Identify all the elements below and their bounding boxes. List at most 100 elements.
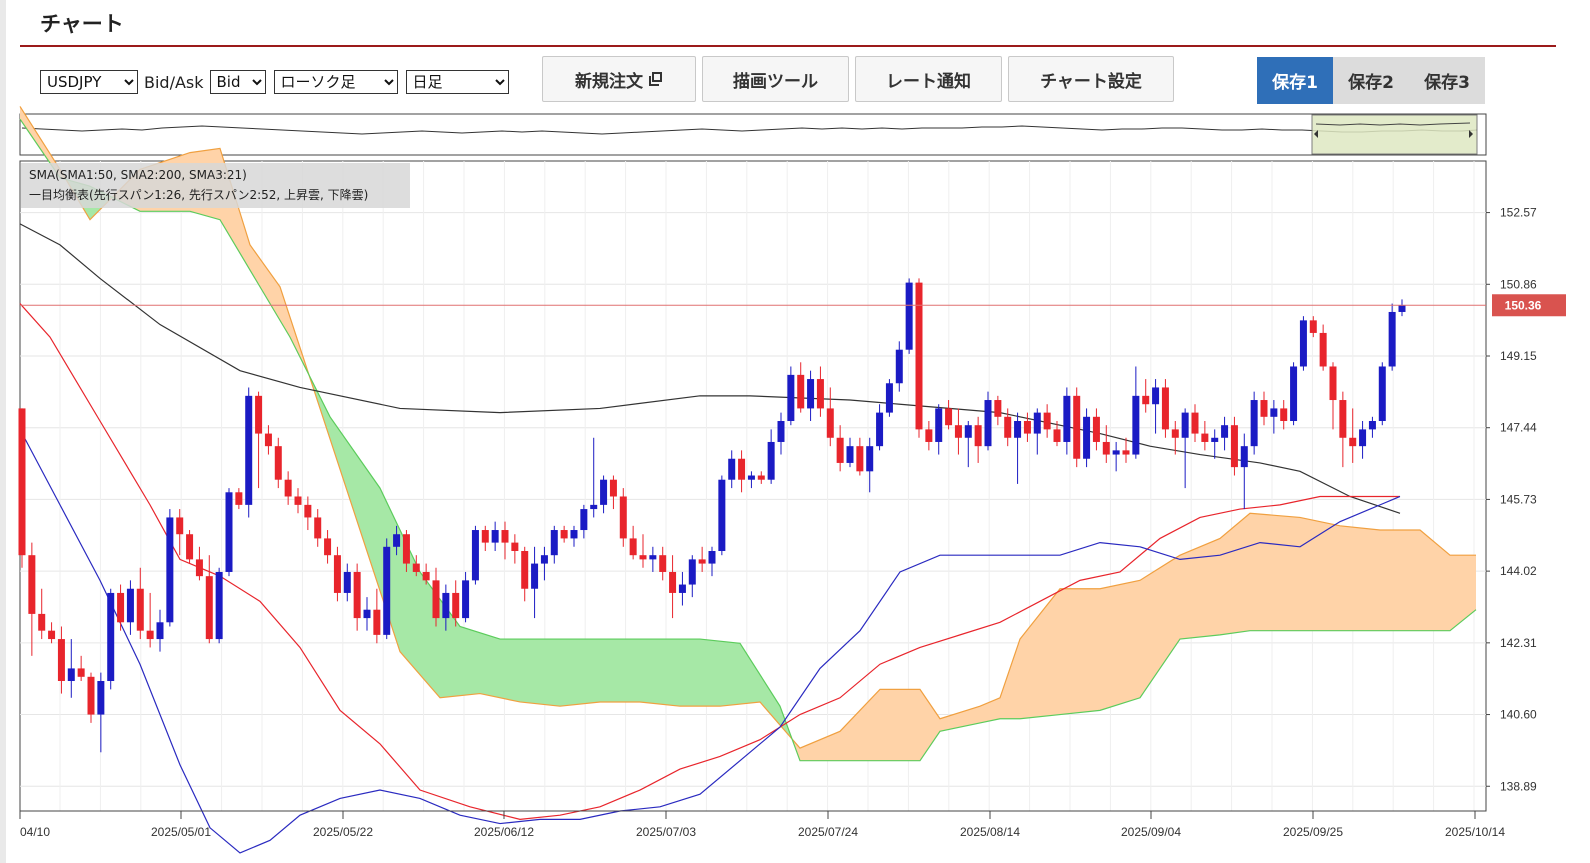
- cloud-segment: [1408, 530, 1410, 631]
- cloud-segment: [1012, 656, 1014, 719]
- cloud-segment: [242, 219, 244, 260]
- save-tab-label: 保存1: [1272, 73, 1318, 93]
- save-tab-1[interactable]: 保存1: [1257, 57, 1333, 104]
- cloud-segment: [1156, 569, 1158, 675]
- cloud-segment: [1468, 555, 1470, 617]
- save-tab-2[interactable]: 保存2: [1333, 57, 1409, 104]
- save-tab-label: 保存2: [1348, 73, 1394, 93]
- cloud-segment: [1452, 555, 1454, 630]
- candle-body: [28, 555, 36, 614]
- cloud-segment: [1286, 516, 1288, 631]
- cloud-segment: [582, 639, 584, 704]
- cloud-segment: [948, 715, 950, 730]
- cloud-segment: [236, 199, 238, 250]
- cloud-segment: [928, 701, 930, 749]
- cloud-segment: [692, 639, 694, 707]
- cloud-segment: [872, 695, 874, 761]
- cloud-segment: [26, 115, 28, 131]
- candle-body: [994, 400, 1002, 417]
- cloud-segment: [732, 642, 734, 705]
- cloud-segment: [660, 639, 662, 705]
- cloud-segment: [256, 253, 258, 284]
- cloud-segment: [954, 713, 956, 729]
- cloud-segment: [1304, 518, 1306, 631]
- cloud-segment: [1004, 680, 1006, 719]
- cloud-segment: [718, 640, 720, 707]
- candle-body: [471, 530, 479, 581]
- cloud-segment: [740, 643, 742, 705]
- cloud-segment: [568, 639, 570, 706]
- cloud-segment: [1400, 530, 1402, 631]
- cloud-segment: [1122, 583, 1124, 704]
- cloud-segment: [1124, 583, 1126, 703]
- cloud-segment: [968, 709, 970, 726]
- candle-body: [728, 458, 736, 480]
- chart-type-select[interactable]: ローソク足: [273, 70, 398, 94]
- cloud-segment: [540, 639, 542, 705]
- cloud-segment: [1288, 516, 1290, 631]
- cloud-segment: [636, 639, 638, 702]
- save-tab-3[interactable]: 保存3: [1409, 57, 1485, 104]
- new-order-button[interactable]: 新規注文: [542, 56, 696, 102]
- cloud-segment: [770, 690, 772, 716]
- cloud-segment: [1338, 525, 1340, 631]
- cloud-segment: [848, 720, 850, 761]
- symbol-select[interactable]: USDJPY: [40, 70, 138, 94]
- candle-body: [1388, 311, 1396, 367]
- cloud-segment: [626, 639, 628, 702]
- cloud-segment: [1368, 528, 1370, 631]
- cloud-segment: [596, 639, 598, 703]
- x-tick-label: 04/10: [20, 825, 50, 839]
- overview-right-handle-icon[interactable]: [1469, 130, 1473, 138]
- cloud-segment: [974, 707, 976, 725]
- cloud-segment: [824, 737, 826, 761]
- bidask-select[interactable]: Bid: [209, 70, 266, 94]
- cloud-segment: [402, 534, 404, 657]
- timeframe-select[interactable]: 日足: [405, 70, 509, 94]
- cloud-segment: [1210, 541, 1212, 636]
- candle-body: [560, 530, 568, 539]
- drawing-tools-button[interactable]: 描画ツール: [702, 56, 849, 102]
- cloud-segment: [756, 668, 758, 703]
- cloud-segment: [274, 278, 276, 314]
- cloud-segment: [1432, 540, 1434, 631]
- cloud-segment: [394, 517, 396, 640]
- cloud-segment: [1424, 533, 1426, 631]
- cloud-segment: [1366, 528, 1368, 631]
- cloud-segment: [1460, 555, 1462, 623]
- cloud-segment: [640, 639, 642, 703]
- cloud-segment: [1200, 545, 1202, 637]
- cloud-segment: [832, 733, 834, 761]
- chart-settings-button[interactable]: チャート設定: [1008, 56, 1174, 102]
- overview-selection-window[interactable]: [1311, 114, 1478, 155]
- cloud-segment: [1014, 650, 1016, 719]
- overview-left-handle-icon[interactable]: [1314, 130, 1318, 138]
- overview-navigator[interactable]: [19, 113, 1487, 156]
- cloud-segment: [364, 465, 366, 549]
- candle-body: [117, 592, 125, 623]
- cloud-segment: [762, 677, 764, 707]
- cloud-segment: [1222, 535, 1224, 635]
- cloud-segment: [504, 639, 506, 700]
- cloud-segment: [964, 710, 966, 727]
- rate-alert-button[interactable]: レート通知: [855, 56, 1002, 102]
- cloud-segment: [260, 258, 262, 291]
- cloud-segment: [346, 439, 348, 494]
- cloud-segment: [728, 642, 730, 706]
- cloud-segment: [1098, 588, 1100, 711]
- cloud-segment: [1196, 547, 1198, 638]
- cloud-segment: [1086, 588, 1088, 712]
- cloud-segment: [344, 436, 346, 488]
- cloud-segment: [962, 711, 964, 727]
- cloud-segment: [890, 689, 892, 761]
- cloud-segment: [1006, 674, 1008, 719]
- cloud-segment: [1146, 575, 1148, 689]
- cloud-segment: [1172, 558, 1174, 651]
- y-tick-label: 152.57: [1500, 206, 1537, 220]
- cloud-segment: [1354, 527, 1356, 631]
- cloud-segment: [570, 639, 572, 706]
- cloud-segment: [1448, 553, 1450, 631]
- cloud-segment: [412, 555, 414, 668]
- cloud-segment: [600, 639, 602, 702]
